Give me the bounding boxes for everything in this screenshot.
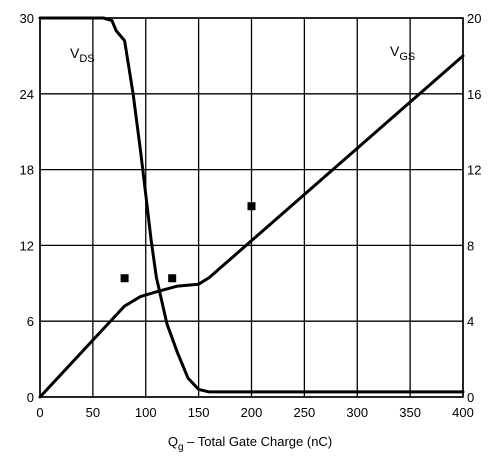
plot-frame (39, 17, 464, 398)
x-tick-label: 350 (399, 405, 421, 420)
series-lines (38, 16, 465, 399)
left-tick-label: 0 (27, 390, 34, 405)
right-tick-label: 0 (467, 390, 474, 405)
square-marker (120, 274, 129, 283)
x-tick-label: 250 (294, 405, 316, 420)
square-marker (247, 202, 256, 211)
vds-series-line (38, 16, 465, 394)
right-tick-label: 8 (467, 238, 474, 253)
left-tick-label: 30 (20, 11, 34, 26)
x-axis-ticks: 0 50 100 150 200 250 300 350 400 (36, 405, 473, 420)
square-marker (168, 274, 177, 283)
x-tick-label: 150 (188, 405, 210, 420)
vgs-label: VGS (390, 43, 415, 63)
left-tick-label: 12 (20, 238, 34, 253)
right-axis-ticks: 0 4 8 12 16 20 (467, 11, 481, 405)
right-tick-label: 20 (467, 11, 481, 26)
vds-label: VDS (70, 45, 95, 65)
left-tick-label: 6 (27, 314, 34, 329)
right-tick-label: 4 (467, 314, 474, 329)
vgs-series-line (38, 54, 465, 399)
left-tick-label: 24 (20, 87, 34, 102)
left-tick-label: 18 (20, 163, 34, 178)
x-tick-label: 100 (135, 405, 157, 420)
x-tick-label: 0 (36, 405, 43, 420)
data-markers (120, 202, 256, 283)
x-tick-label: 50 (86, 405, 100, 420)
x-axis-label: Qg – Total Gate Charge (nC) (168, 434, 332, 453)
right-tick-label: 16 (467, 87, 481, 102)
right-tick-label: 12 (467, 163, 481, 178)
left-axis-ticks: 0 6 12 18 24 30 (20, 11, 34, 405)
x-tick-label: 200 (241, 405, 263, 420)
x-tick-label: 400 (452, 405, 474, 420)
x-tick-label: 300 (346, 405, 368, 420)
